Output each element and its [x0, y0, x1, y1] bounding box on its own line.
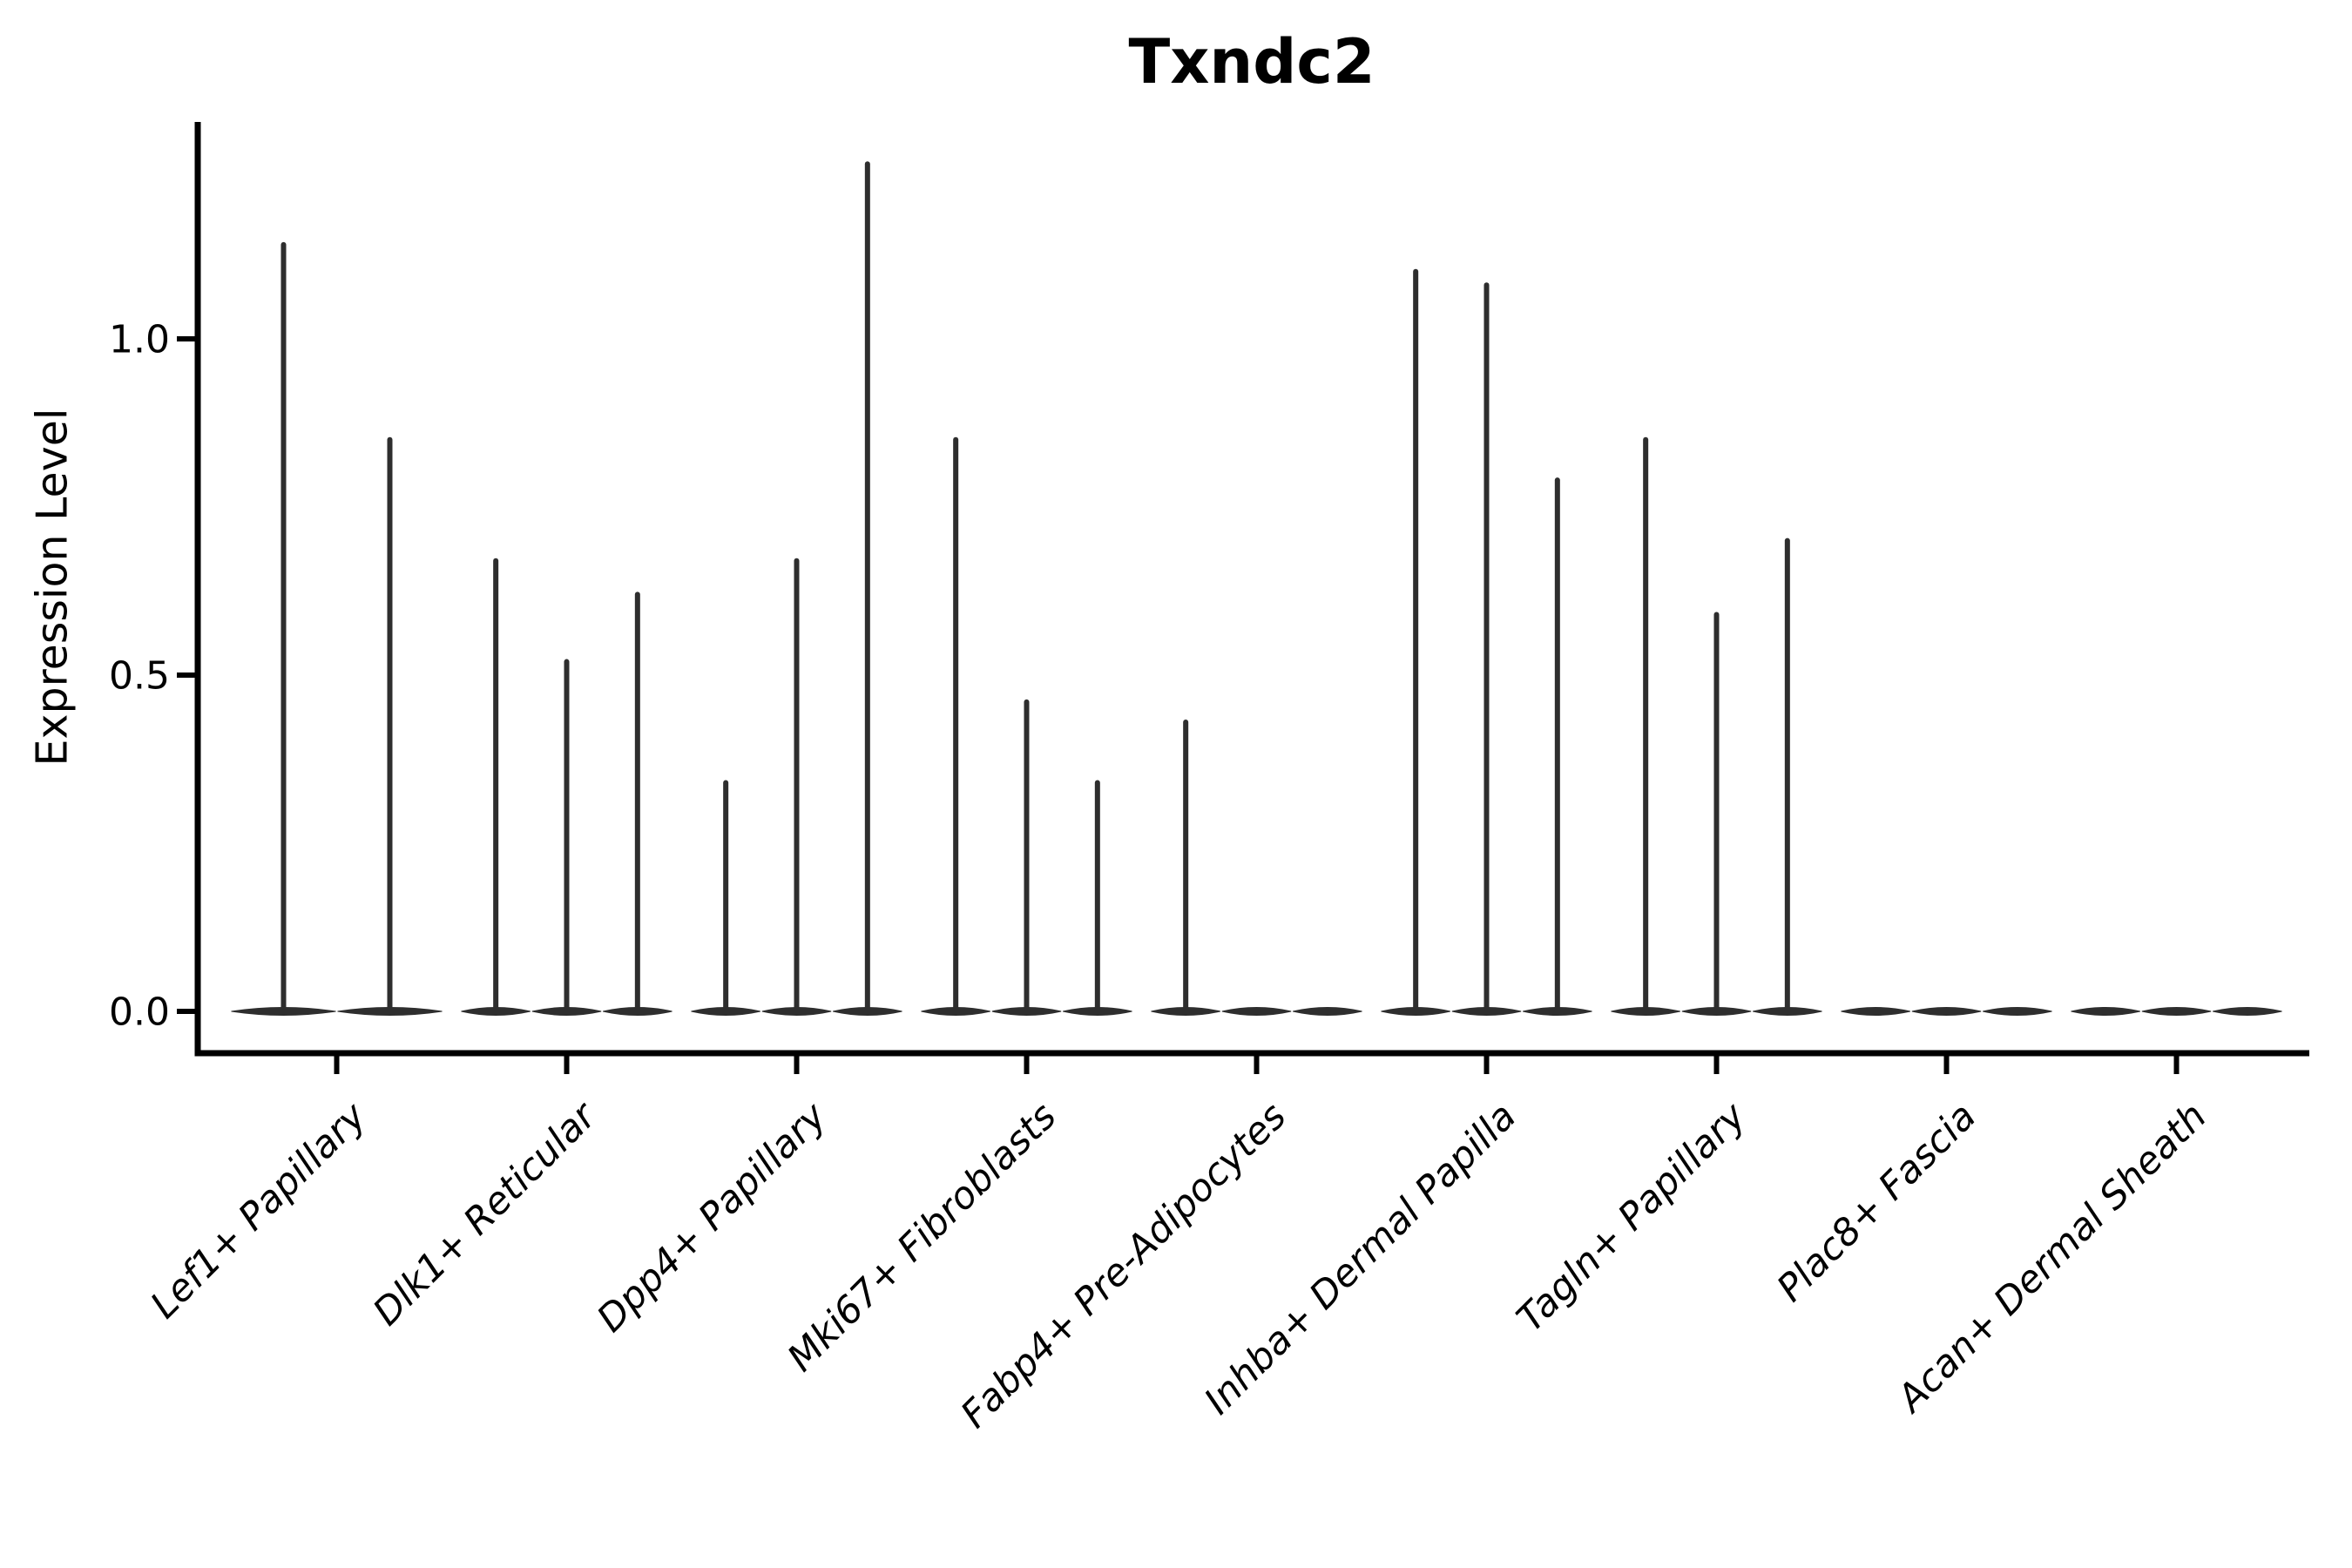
y-tick-label: 0.5	[109, 653, 170, 698]
y-tick-label: 1.0	[109, 317, 170, 362]
violin-base	[2213, 1007, 2282, 1016]
violin-base	[1841, 1007, 1910, 1016]
violin-base	[2141, 1007, 2212, 1016]
violin-base	[1983, 1007, 2052, 1016]
violin-base	[1911, 1007, 1982, 1016]
violin-base	[2071, 1007, 2140, 1016]
plot-title: Txndc2	[1128, 26, 1375, 98]
violin-base	[1293, 1007, 1362, 1016]
violin-base	[1221, 1007, 1292, 1016]
y-tick-label: 0.0	[109, 990, 170, 1034]
